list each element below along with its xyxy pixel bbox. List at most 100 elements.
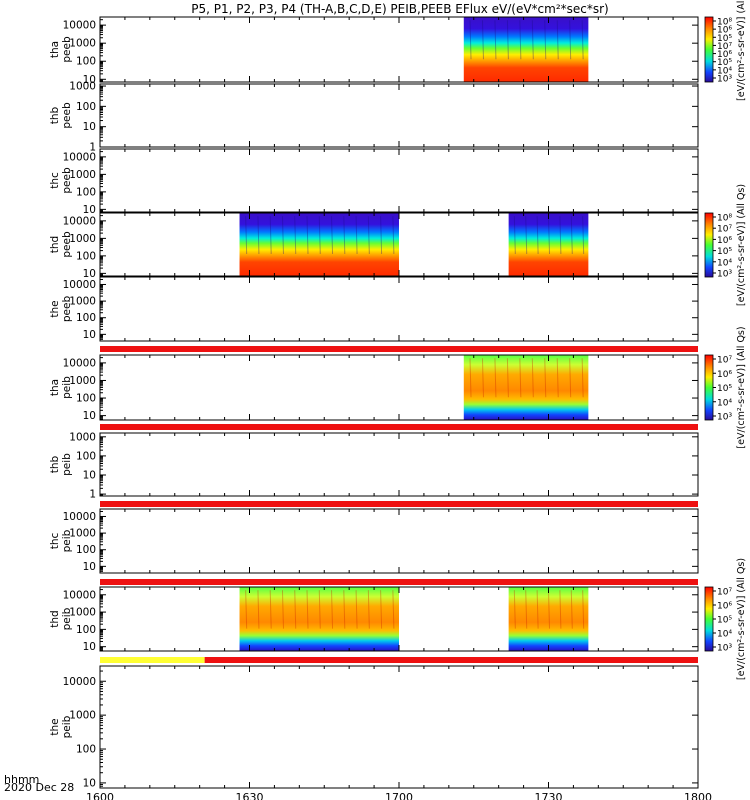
thd-peib-data-block xyxy=(508,587,589,651)
thc-peeb-ytick-label: 100 xyxy=(76,186,96,198)
thd-peib-streak xyxy=(559,590,562,629)
tha-peib-colorbar-tick-label: 10⁴ xyxy=(717,398,732,408)
thd-peeb-ylabel-probe: thd xyxy=(49,236,61,253)
thd-peib-streak xyxy=(281,590,284,629)
the-peib-ylabel-product: peib xyxy=(61,715,73,738)
thc-peeb-ytick-label: 1000 xyxy=(69,169,96,181)
thd-peeb-data-block xyxy=(508,213,589,276)
thd-peeb-streak xyxy=(306,216,309,254)
thc-peib-ytick-label: 10 xyxy=(83,561,96,573)
tha-peeb-colorbar-tick-label: 10⁸ xyxy=(717,18,732,28)
the-peib-ytick-label: 100 xyxy=(76,744,96,756)
xtick-label: 1600 xyxy=(86,791,114,800)
tha-peib-colorbar-label: [eV/(cm²-s-sr-eV)] (All Qs) xyxy=(736,326,747,448)
tha-peeb-ytick-label: 1000 xyxy=(69,38,96,50)
thc-peib-ytick-label: 10000 xyxy=(63,511,96,523)
thd-peeb-colorbar-label: [eV/(cm²-s-sr-eV)] (All Qs) xyxy=(736,184,747,306)
chart-title: P5, P1, P2, P3, P4 (TH-A,B,C,D,E) PEIB,P… xyxy=(191,2,609,16)
thb-peib-ytick-label: 1 xyxy=(89,489,96,501)
thd-peib-data-block xyxy=(239,587,399,651)
tha-peeb-streak xyxy=(556,20,559,60)
thd-peib-streak xyxy=(355,590,358,629)
thd-peib-streak xyxy=(392,590,395,629)
thd-peib-ytick-label: 1000 xyxy=(69,607,96,619)
thd-peib-colorbar xyxy=(704,586,714,652)
tha-peeb-panel-frame xyxy=(99,16,699,83)
thd-peib-ytick-label: 10000 xyxy=(63,589,96,601)
thd-peeb-streak xyxy=(355,216,358,254)
thb-peib-ylabel-product: peib xyxy=(61,453,73,476)
thd-peeb-streak xyxy=(331,216,334,254)
the-peeb-ylabel-probe: the xyxy=(49,300,61,317)
thd-peib-streak xyxy=(525,590,528,629)
thd-peib-streak xyxy=(367,590,370,629)
tha-peeb-ytick-label: 100 xyxy=(76,56,96,68)
the-peeb-ylabel-product: peeb xyxy=(61,296,73,323)
thd-peeb-ylabel-product: peeb xyxy=(61,231,73,258)
thb-peeb-ytick-label: 100 xyxy=(76,101,96,113)
thd-peeb-streak xyxy=(294,216,297,254)
tha-peib-ytick-label: 100 xyxy=(76,393,96,405)
the-peeb-panel-frame xyxy=(99,276,699,342)
thd-peib-colorbar-tick-label: 10⁶ xyxy=(717,602,732,612)
thd-peeb-colorbar-tick-label: 10⁵ xyxy=(717,247,732,257)
thc-peib-ytick-label: 100 xyxy=(76,544,96,556)
thd-peib-streak xyxy=(536,590,539,629)
flag-bar-yellow xyxy=(100,657,205,663)
tha-peib-streak xyxy=(481,358,484,398)
thd-peib-streak xyxy=(318,590,321,629)
thd-peib-streak xyxy=(343,590,346,629)
thd-peeb-streak xyxy=(245,216,248,254)
time-axis-label: hhmm xyxy=(4,773,40,786)
thd-peeb-streak xyxy=(318,216,321,254)
thd-peeb-streak xyxy=(525,216,528,254)
tha-peib-colorbar-tick-label: 10⁶ xyxy=(717,370,732,380)
tha-peib-colorbar-tick-label: 10³ xyxy=(717,413,732,423)
thd-peib-streak xyxy=(380,590,383,629)
the-peib-panel-frame xyxy=(99,665,699,789)
thd-peib-streak xyxy=(513,590,516,629)
thd-peeb-ytick-label: 100 xyxy=(76,250,96,262)
thd-peib-streak xyxy=(331,590,334,629)
thd-peib-streak xyxy=(306,590,309,629)
the-peeb-ytick-label: 1000 xyxy=(69,296,96,308)
the-peeb-ytick-label: 10 xyxy=(83,329,96,341)
tha-peib-colorbar-tick-label: 10⁵ xyxy=(717,384,732,394)
thd-peib-colorbar-tick-label: 10³ xyxy=(717,644,732,654)
thd-peib-ytick-label: 10 xyxy=(83,641,96,653)
thb-peib-panel-frame xyxy=(99,432,699,497)
thd-peib-streak xyxy=(245,590,248,629)
tha-peeb-streak xyxy=(519,20,522,60)
tha-peib-colorbar xyxy=(704,354,714,421)
thd-peib-streak xyxy=(257,590,260,629)
tha-peeb-streak xyxy=(469,20,472,60)
flag-bar-red xyxy=(100,579,698,585)
the-peib-ylabel-probe: the xyxy=(49,718,61,735)
tha-peib-streak xyxy=(556,358,559,398)
tha-peeb-ylabel-probe: tha xyxy=(49,41,61,58)
tha-peib-ylabel-probe: tha xyxy=(49,379,61,396)
thd-peeb-streak xyxy=(570,216,573,254)
xtick-label: 1730 xyxy=(535,791,563,800)
thb-peeb-panel-frame xyxy=(99,83,699,148)
thd-peeb-ytick-label: 10000 xyxy=(63,215,96,227)
thd-peeb-streak xyxy=(343,216,346,254)
thb-peeb-ylabel-product: peeb xyxy=(61,102,73,129)
tha-peeb-ytick-label: 10000 xyxy=(63,20,96,32)
xtick-label: 1700 xyxy=(385,791,413,800)
thb-peib-ytick-label: 1000 xyxy=(69,431,96,443)
thd-peib-colorbar-tick-label: 10⁷ xyxy=(717,588,732,598)
tha-peeb-colorbar-tick-label: 10⁷ xyxy=(717,42,732,52)
tha-peib-streak xyxy=(531,358,534,398)
tha-peib-streak xyxy=(581,358,584,398)
thd-peeb-ytick-label: 1000 xyxy=(69,233,96,245)
tha-peib-data-block xyxy=(463,355,589,420)
tha-peeb-colorbar-tick-label: 10⁶ xyxy=(717,50,732,60)
tha-peeb-ytick-label: 10 xyxy=(83,74,96,86)
the-peib-ytick-label: 1000 xyxy=(69,710,96,722)
thd-peeb-ytick-label: 10 xyxy=(83,268,96,280)
flag-bar-red xyxy=(100,424,698,430)
thc-peeb-ytick-label: 10000 xyxy=(63,151,96,163)
thd-peib-colorbar-label: [eV/(cm²-s-sr-eV)] (All Qs) xyxy=(736,558,747,680)
